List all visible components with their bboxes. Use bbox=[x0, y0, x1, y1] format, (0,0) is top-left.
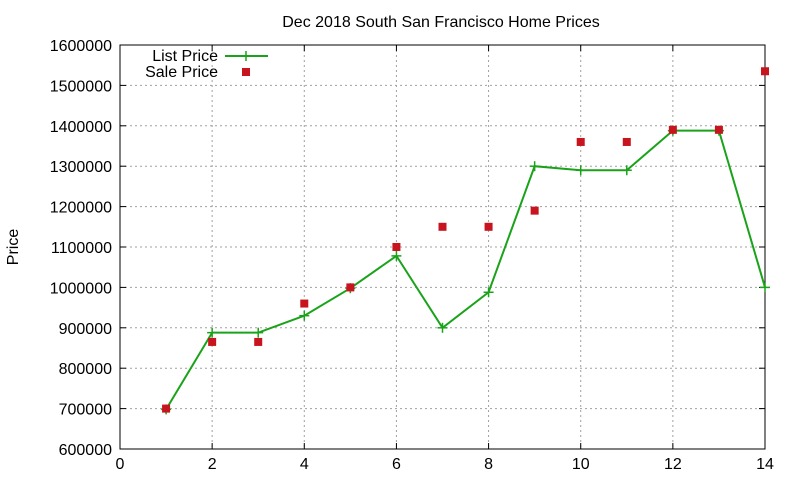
grid bbox=[120, 45, 765, 449]
legend-label-sale-price: Sale Price bbox=[145, 64, 218, 81]
y-tick-label: 900000 bbox=[59, 321, 112, 338]
series-sale-price bbox=[162, 67, 769, 413]
x-tick-label: 10 bbox=[572, 456, 590, 473]
data-point bbox=[253, 327, 264, 338]
y-tick-label: 600000 bbox=[59, 442, 112, 459]
data-point bbox=[621, 165, 632, 176]
y-tick-label: 1200000 bbox=[50, 200, 112, 217]
y-tick-label: 1600000 bbox=[50, 38, 112, 55]
series bbox=[161, 67, 770, 415]
y-tick-label: 800000 bbox=[59, 361, 112, 378]
legend: List Price Sale Price bbox=[145, 48, 268, 81]
y-tick-label: 700000 bbox=[59, 402, 112, 419]
y-tick-label: 1000000 bbox=[50, 280, 112, 297]
chart-title: Dec 2018 South San Francisco Home Prices bbox=[282, 14, 599, 31]
y-tick-label: 1500000 bbox=[50, 78, 112, 95]
data-point bbox=[208, 337, 217, 346]
legend-label-list-price: List Price bbox=[152, 48, 218, 65]
data-point bbox=[437, 322, 448, 333]
y-axis-label: Price bbox=[5, 229, 22, 266]
data-point bbox=[622, 137, 631, 146]
legend-marker bbox=[242, 68, 250, 76]
x-tick-label: 2 bbox=[208, 456, 217, 473]
data-point bbox=[300, 299, 309, 308]
data-point bbox=[392, 243, 401, 251]
data-point bbox=[391, 250, 402, 261]
data-point bbox=[438, 222, 447, 231]
data-point bbox=[668, 125, 677, 134]
data-point bbox=[530, 206, 539, 215]
data-point bbox=[483, 287, 494, 298]
legend-swatch-sale-price bbox=[242, 68, 250, 76]
x-tick-label: 4 bbox=[300, 456, 309, 473]
x-tick-label: 8 bbox=[484, 456, 493, 473]
series-line bbox=[165, 129, 766, 410]
y-tick-label: 1400000 bbox=[50, 119, 112, 136]
legend-swatch-list-price bbox=[225, 51, 268, 61]
data-point bbox=[761, 67, 769, 76]
legend-marker bbox=[241, 51, 251, 61]
data-point bbox=[254, 337, 263, 346]
x-tick-label: 6 bbox=[392, 456, 401, 473]
y-tick-label: 1100000 bbox=[51, 240, 112, 257]
x-tick-label: 14 bbox=[756, 456, 774, 473]
data-point bbox=[484, 222, 493, 231]
data-point bbox=[760, 282, 770, 293]
data-point bbox=[162, 404, 171, 413]
axis-ticks bbox=[119, 44, 766, 450]
data-point bbox=[529, 161, 540, 172]
data-point bbox=[299, 310, 310, 321]
series-list-price bbox=[161, 125, 770, 415]
data-point bbox=[207, 327, 218, 338]
x-tick-label: 0 bbox=[116, 456, 125, 473]
data-point bbox=[346, 283, 355, 292]
y-tick-label: 1300000 bbox=[50, 159, 112, 176]
data-point bbox=[575, 165, 586, 176]
data-point bbox=[576, 137, 585, 146]
data-point bbox=[714, 125, 723, 134]
y-tick-labels: 600000 700000 800000 900000 1000000 1100000 12… bbox=[50, 38, 112, 459]
x-tick-label: 12 bbox=[664, 456, 682, 473]
x-tick-labels: 0 2 4 6 8 10 12 14 bbox=[116, 456, 774, 473]
